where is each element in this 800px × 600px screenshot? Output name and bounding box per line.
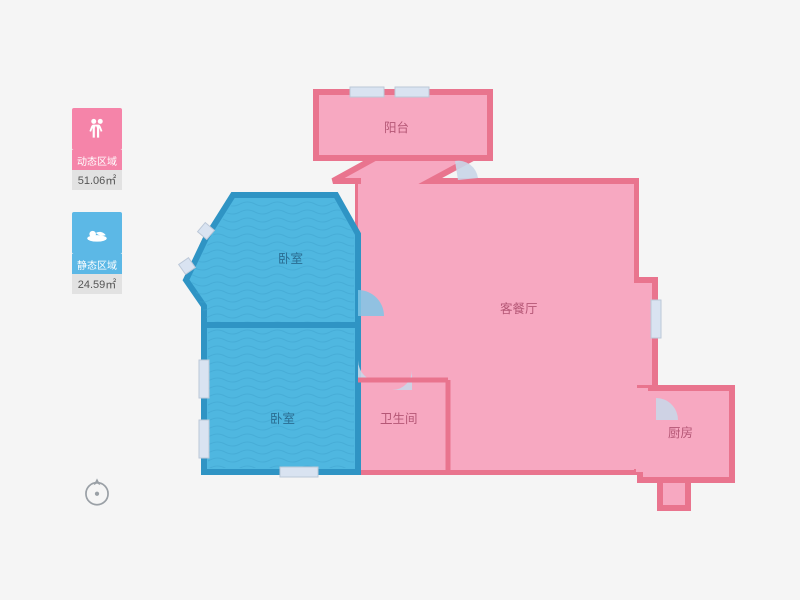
window bbox=[280, 467, 318, 477]
window bbox=[199, 360, 209, 398]
bedroom-upper-texture bbox=[190, 199, 354, 322]
kitchen-stub bbox=[660, 480, 688, 508]
balcony-shape bbox=[316, 92, 490, 158]
kitchen-shape bbox=[640, 388, 732, 480]
bedroom-lower-texture bbox=[208, 328, 354, 468]
floor-plan bbox=[0, 0, 800, 600]
window bbox=[350, 87, 384, 97]
living-fill bbox=[358, 184, 634, 470]
window bbox=[651, 300, 661, 338]
window bbox=[199, 420, 209, 458]
window bbox=[395, 87, 429, 97]
door-arc bbox=[455, 161, 478, 180]
kitchen-join bbox=[636, 388, 648, 472]
